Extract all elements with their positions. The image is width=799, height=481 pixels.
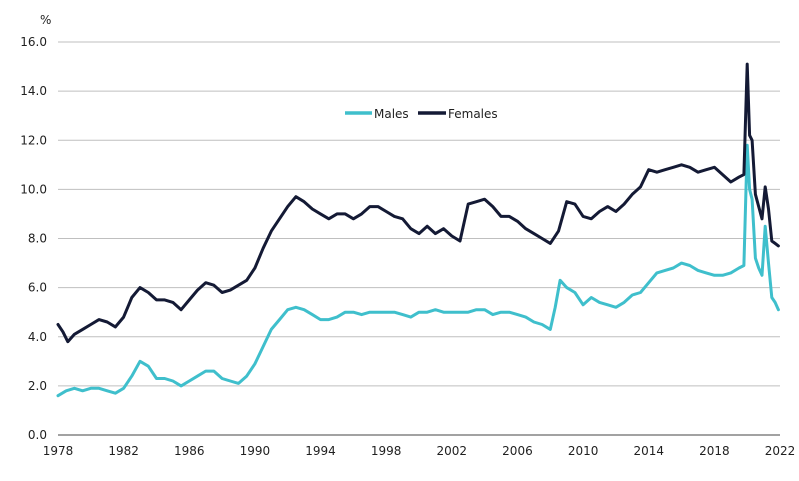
x-tick-labels: 1978 1982 1986 1990 1994 1998 2002 2006 2010 2014… [43, 444, 796, 458]
x-tick-label: 1982 [108, 444, 139, 458]
series-line-females [56, 62, 780, 344]
y-tick-label: 10.0 [20, 182, 47, 196]
gridlines [58, 41, 780, 387]
x-tick-label: 2018 [699, 444, 730, 458]
y-tick-label: 8.0 [28, 232, 47, 246]
x-tick-label: 1978 [43, 444, 74, 458]
x-tick-label: 1990 [240, 444, 271, 458]
x-tick-label: 2002 [437, 444, 468, 458]
y-axis-unit-label: % [40, 13, 51, 27]
y-tick-label: 2.0 [28, 379, 47, 393]
legend-item-males: Males [345, 107, 409, 121]
y-tick-label: 14.0 [20, 84, 47, 98]
legend-label-females: Females [448, 107, 498, 121]
y-tick-label: 4.0 [28, 330, 47, 344]
x-tick-label: 1986 [174, 444, 205, 458]
x-tick-label: 2014 [633, 444, 664, 458]
y-tick-label: 12.0 [20, 133, 47, 147]
legend-item-females: Females [418, 107, 498, 121]
x-tick-label: 2010 [568, 444, 599, 458]
legend-label-males: Males [374, 107, 409, 121]
y-tick-label: 6.0 [28, 281, 47, 295]
x-tick-label: 1998 [371, 444, 402, 458]
y-tick-label: 0.0 [28, 428, 47, 442]
x-tick-label: 1994 [305, 444, 336, 458]
x-tick-label: 2006 [502, 444, 533, 458]
x-tick-label: 2022 [765, 444, 796, 458]
legend: Males Females [345, 107, 498, 121]
y-tick-label: 16.0 [20, 35, 47, 49]
series-line-males [56, 143, 780, 398]
series-lines [56, 62, 780, 398]
y-tick-labels: 0.0 2.0 4.0 6.0 8.0 10.0 12.0 14.0 16.0 [20, 35, 47, 442]
